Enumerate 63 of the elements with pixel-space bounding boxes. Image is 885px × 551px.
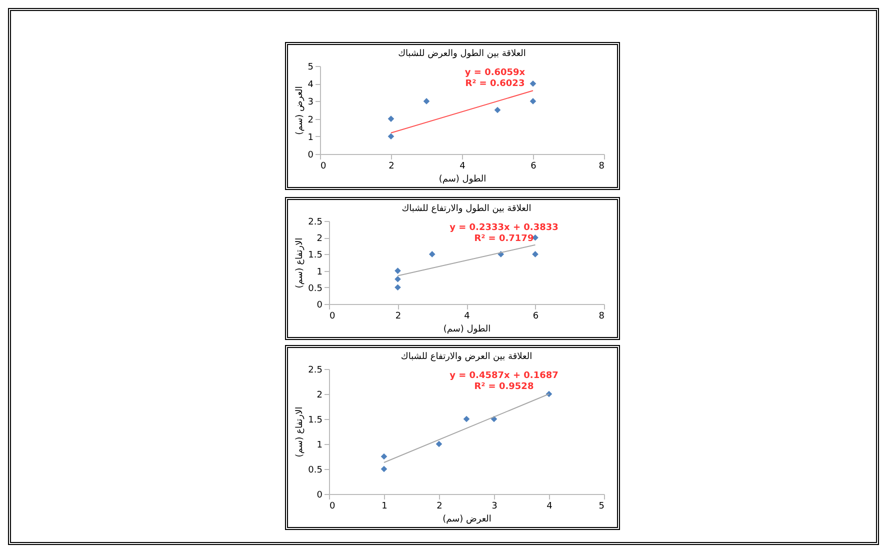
- point: [532, 251, 538, 258]
- x-tick-label: 0: [330, 312, 336, 322]
- x-axis-title: الطول (سم): [438, 174, 486, 184]
- y-tick-label: 0: [316, 300, 323, 310]
- y-tick-label: 4: [308, 80, 314, 90]
- y-tick-label: 1.5: [308, 250, 322, 261]
- x-tick-label: 0: [330, 502, 336, 512]
- y-tick-label: 1: [308, 132, 314, 143]
- y-tick-label: 2: [316, 234, 322, 244]
- y-tick-label: 0.5: [308, 466, 322, 476]
- annotation: y = 0.6059x: [464, 68, 526, 78]
- chart-title: العلاقة بين الطول والارتفاع للشباك: [402, 204, 532, 214]
- point: [388, 133, 394, 140]
- y-tick-label: 0: [316, 490, 323, 500]
- x-tick-label: 6: [530, 162, 537, 172]
- point: [428, 251, 436, 258]
- y-tick-label: 1.5: [308, 416, 322, 426]
- y-tick-label: 1: [316, 267, 322, 278]
- annotation: R² = 0.6023: [465, 79, 525, 89]
- x-axis-title: العرض (سم): [442, 514, 492, 524]
- y-axis-title: الارتفاع (سم): [295, 406, 306, 458]
- x-tick-label: 4: [546, 502, 553, 512]
- annotation: R² = 0.9528: [474, 382, 534, 392]
- point: [394, 284, 401, 291]
- y-axis-title: العرض (سم): [294, 86, 305, 135]
- y-tick-label: 5: [308, 62, 314, 72]
- point: [494, 106, 501, 114]
- x-tick-label: 8: [598, 312, 605, 322]
- point: [530, 80, 536, 87]
- x-tick-label: 2: [395, 312, 402, 322]
- y-tick-label: 1: [316, 440, 322, 450]
- point: [436, 440, 442, 448]
- x-tick-label: 4: [464, 312, 470, 322]
- y-tick-label: 2: [316, 390, 322, 400]
- x-tick-label: 1: [382, 502, 388, 512]
- x-tick-label: 4: [460, 162, 466, 172]
- annotation: y = 0.2333x + 0.3833: [450, 223, 558, 233]
- x-tick-label: 6: [532, 312, 539, 322]
- point: [388, 116, 394, 122]
- x-axis-title: الطول (سم): [443, 324, 491, 334]
- x-tick-label: 2: [388, 162, 394, 172]
- y-axis-title: الارتفاع (سم): [295, 238, 306, 288]
- point: [394, 276, 401, 282]
- y-tick-label: 2.5: [308, 218, 322, 228]
- y-tick-label: 3: [308, 98, 314, 108]
- chart-title: العلاقة بين الطول والعرض للشباك: [398, 49, 526, 59]
- x-tick-label: 2: [436, 502, 442, 512]
- point: [380, 453, 388, 460]
- y-tick-label: 2: [308, 115, 314, 126]
- y-tick-label: 0.5: [308, 284, 322, 294]
- x-tick-label: 8: [598, 162, 605, 172]
- y-tick-label: 2.5: [308, 366, 322, 376]
- annotation: y = 0.4587x + 0.1687: [450, 371, 558, 381]
- point: [463, 416, 470, 422]
- point: [423, 98, 430, 104]
- chart-title: العلاقة بين العرض والارتفاع للشباك: [400, 352, 532, 362]
- point: [380, 466, 388, 472]
- y-tick-label: 0: [308, 150, 314, 160]
- point: [394, 268, 401, 274]
- point: [530, 98, 536, 104]
- annotation: R² = 0.7179: [474, 234, 534, 244]
- x-tick-label: 3: [492, 502, 498, 512]
- x-tick-label: 5: [598, 502, 604, 512]
